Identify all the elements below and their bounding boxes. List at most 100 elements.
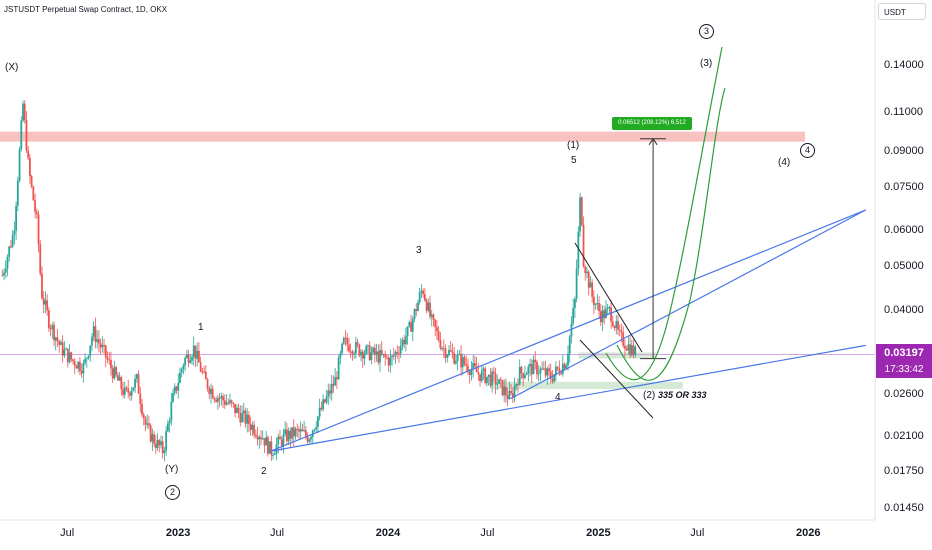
candle-body bbox=[335, 377, 338, 380]
candle bbox=[210, 383, 212, 404]
candle bbox=[348, 337, 350, 353]
candle bbox=[365, 344, 368, 355]
candle-body bbox=[410, 322, 412, 332]
candle bbox=[204, 365, 207, 380]
candle-body bbox=[299, 429, 302, 432]
candle-body bbox=[204, 371, 207, 380]
candle-body bbox=[289, 430, 292, 439]
candle-body bbox=[377, 351, 380, 363]
candle-body bbox=[187, 354, 190, 363]
candle bbox=[373, 343, 376, 363]
candle bbox=[16, 176, 19, 212]
time-tick-label: Jul bbox=[480, 527, 495, 539]
candle bbox=[606, 303, 609, 316]
candle bbox=[194, 345, 197, 368]
candle bbox=[499, 376, 502, 388]
candle bbox=[87, 355, 90, 360]
candle bbox=[498, 378, 500, 384]
candle bbox=[146, 414, 149, 429]
candle bbox=[420, 284, 423, 299]
candle bbox=[617, 314, 619, 336]
candle-body bbox=[75, 366, 78, 369]
candle-body bbox=[575, 268, 578, 299]
candle bbox=[611, 315, 614, 328]
candle-body bbox=[382, 353, 385, 355]
candle bbox=[227, 398, 230, 406]
candle bbox=[560, 369, 563, 376]
projection-note: 335 OR 333 bbox=[658, 390, 707, 400]
candle-body bbox=[556, 366, 559, 369]
candle-body bbox=[168, 421, 171, 424]
candle-body bbox=[608, 307, 611, 309]
candle bbox=[629, 336, 631, 359]
candle bbox=[317, 415, 319, 433]
candle bbox=[539, 366, 542, 382]
candle-body bbox=[361, 351, 364, 359]
candle-body bbox=[577, 231, 580, 269]
candle bbox=[175, 386, 178, 395]
candle bbox=[470, 360, 473, 381]
candle-body bbox=[61, 342, 64, 356]
candle-body bbox=[580, 197, 583, 225]
candle bbox=[356, 338, 359, 348]
candle-body bbox=[634, 346, 637, 356]
candle bbox=[527, 364, 530, 382]
candle bbox=[234, 403, 237, 418]
candle-body bbox=[234, 403, 237, 414]
countdown-label: 17:33:42 bbox=[876, 362, 932, 378]
candle-body bbox=[303, 430, 306, 432]
candle bbox=[601, 305, 604, 332]
candle bbox=[294, 426, 297, 440]
candle bbox=[632, 339, 635, 359]
candle-body bbox=[323, 399, 326, 403]
candle-body bbox=[25, 119, 28, 151]
candle bbox=[237, 403, 240, 419]
candle bbox=[267, 435, 269, 457]
candle bbox=[196, 342, 199, 367]
candle bbox=[70, 351, 73, 363]
candle-body bbox=[222, 396, 224, 401]
candle-body bbox=[423, 294, 426, 301]
candle-body bbox=[596, 303, 599, 305]
candle-body bbox=[327, 390, 330, 397]
candle bbox=[404, 327, 407, 352]
candle-body bbox=[270, 441, 273, 455]
candle bbox=[492, 366, 495, 382]
candle-body bbox=[404, 336, 407, 345]
candle-body bbox=[574, 298, 576, 308]
candle-body bbox=[154, 443, 157, 449]
candle bbox=[475, 356, 478, 373]
candle-body bbox=[253, 424, 256, 435]
candle-body bbox=[506, 395, 509, 399]
candle bbox=[163, 446, 166, 462]
candle bbox=[60, 339, 62, 346]
candle bbox=[337, 355, 340, 380]
candle-body bbox=[572, 307, 575, 324]
resistance-zone bbox=[0, 131, 805, 142]
candle bbox=[486, 376, 488, 387]
time-tick-label: Jul bbox=[269, 527, 285, 539]
wave-label-3: 3 bbox=[416, 245, 422, 256]
candle-body bbox=[54, 337, 57, 341]
candle bbox=[218, 393, 221, 408]
candle-body bbox=[141, 403, 143, 415]
candle-body bbox=[203, 371, 205, 373]
candle bbox=[423, 288, 426, 302]
candle bbox=[84, 352, 86, 366]
currency-selector[interactable]: USDT bbox=[878, 3, 926, 20]
price-tick-label: 0.02600 bbox=[884, 387, 924, 400]
candle bbox=[467, 358, 469, 376]
candle-body bbox=[10, 246, 12, 248]
candle-body bbox=[594, 303, 597, 306]
candle bbox=[386, 354, 388, 360]
candle-body bbox=[508, 390, 511, 399]
candle bbox=[391, 354, 393, 366]
wave-label-1: 1 bbox=[198, 322, 204, 333]
candle-body bbox=[135, 374, 138, 379]
candle bbox=[101, 336, 104, 353]
candle-body bbox=[555, 366, 557, 375]
candle bbox=[456, 350, 459, 371]
candle bbox=[125, 385, 128, 392]
candle bbox=[216, 394, 219, 410]
